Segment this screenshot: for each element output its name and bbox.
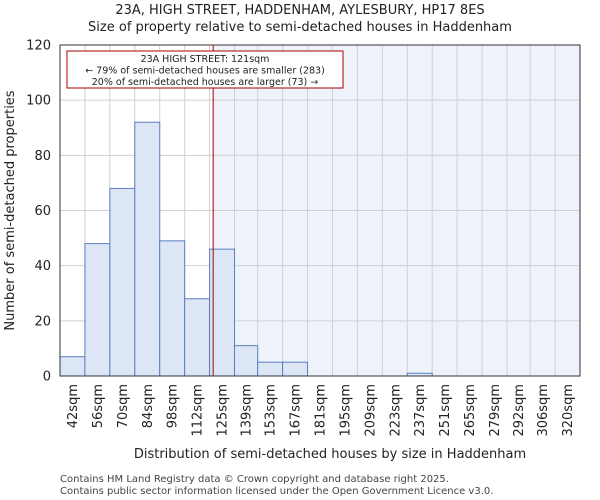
x-tick-label: 167sqm bbox=[289, 384, 304, 437]
y-tick-label: 0 bbox=[43, 370, 51, 385]
histogram-bar bbox=[159, 240, 186, 377]
annotation-line: ← 79% of semi-detached houses are smalle… bbox=[85, 66, 325, 77]
y-tick-label: 100 bbox=[26, 94, 51, 109]
footer-licence: Contains public sector information licen… bbox=[60, 486, 494, 497]
y-tick-label: 60 bbox=[34, 204, 51, 219]
y-tick-label: 80 bbox=[34, 149, 51, 164]
x-tick-label: 56sqm bbox=[91, 384, 106, 428]
x-tick-label: 181sqm bbox=[314, 384, 329, 437]
histogram-bar bbox=[84, 243, 111, 377]
x-tick-label: 265sqm bbox=[463, 384, 478, 437]
histogram-bar bbox=[109, 187, 136, 377]
x-tick-label: 251sqm bbox=[438, 384, 453, 437]
x-tick-label: 84sqm bbox=[141, 384, 156, 428]
page-subtitle: Size of property relative to semi-detach… bbox=[88, 20, 512, 35]
x-tick-label: 112sqm bbox=[191, 384, 206, 437]
histogram-bar bbox=[134, 121, 161, 377]
x-axis-title: Distribution of semi-detached houses by … bbox=[134, 447, 526, 462]
plot-area-frame bbox=[59, 44, 581, 377]
y-tick-label: 120 bbox=[26, 39, 51, 54]
x-tick-label: 153sqm bbox=[264, 384, 279, 437]
x-tick-label: 125sqm bbox=[216, 384, 231, 437]
histogram-bar bbox=[257, 361, 284, 377]
histogram-bar bbox=[282, 361, 309, 377]
x-tick-label: 139sqm bbox=[240, 384, 255, 437]
histogram-bar bbox=[209, 248, 236, 377]
x-tick-label: 320sqm bbox=[561, 384, 576, 437]
histogram-bar bbox=[184, 298, 211, 377]
annotation-line: 23A HIGH STREET: 121sqm bbox=[141, 54, 270, 65]
page-title: 23A, HIGH STREET, HADDENHAM, AYLESBURY, … bbox=[115, 3, 485, 18]
annotation-line: 20% of semi-detached houses are larger (… bbox=[92, 77, 319, 88]
x-tick-label: 292sqm bbox=[512, 384, 527, 437]
x-tick-label: 70sqm bbox=[116, 384, 131, 428]
x-tick-label: 279sqm bbox=[488, 384, 503, 437]
histogram-bar bbox=[234, 345, 259, 377]
x-tick-label: 223sqm bbox=[388, 384, 403, 437]
histogram-bar bbox=[59, 356, 86, 377]
y-axis-title: Number of semi-detached properties bbox=[3, 90, 18, 330]
x-tick-label: 237sqm bbox=[413, 384, 428, 437]
x-tick-label: 98sqm bbox=[166, 384, 181, 428]
x-tick-label: 42sqm bbox=[66, 384, 81, 428]
x-tick-label: 306sqm bbox=[536, 384, 551, 437]
x-tick-label: 209sqm bbox=[363, 384, 378, 437]
annotation-box bbox=[66, 50, 344, 89]
x-tick-label: 195sqm bbox=[338, 384, 353, 437]
y-tick-label: 20 bbox=[34, 314, 51, 329]
y-tick-label: 40 bbox=[34, 259, 51, 274]
footer-copyright: Contains HM Land Registry data © Crown c… bbox=[60, 474, 449, 485]
